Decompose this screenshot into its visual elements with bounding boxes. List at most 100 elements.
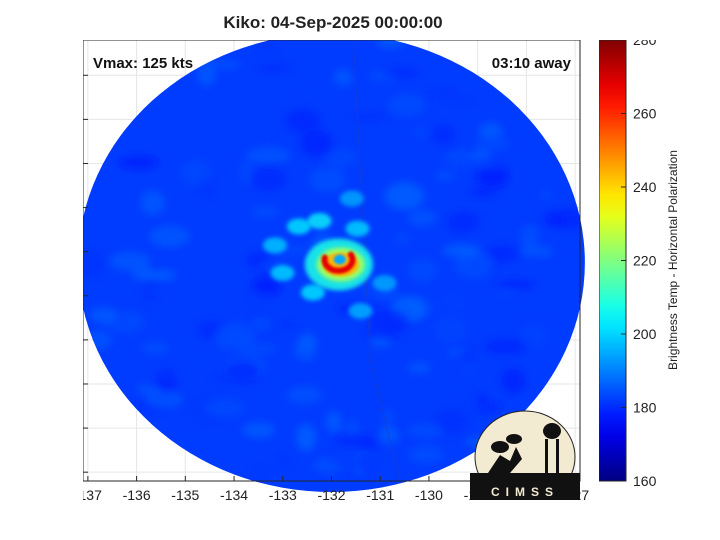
swath-blob [433,315,468,344]
swath-blob [492,287,522,297]
swath-blob [395,233,410,245]
swath-blob [257,62,292,74]
swath-blob [466,155,504,171]
swath-blob [251,317,272,331]
swath-blob [411,125,432,139]
cimss-logo: CIMSS [470,410,580,500]
swath-blob [543,212,563,227]
storm-core [263,190,397,319]
x-tick-label: -132 [317,487,345,500]
colorbar-tick-label: 200 [633,326,657,342]
swath-blob [251,166,287,192]
swath-blob [486,244,518,263]
swath-blob [214,323,256,351]
swath-texture [83,40,585,487]
colorbar-tick-label: 160 [633,473,657,489]
rainband [348,302,373,319]
swath-blob [144,270,177,281]
swath-blob [83,250,104,278]
swath-blob [519,224,540,252]
swath-blob [483,338,527,355]
rainband [345,220,370,237]
swath-blob [406,423,445,439]
swath-blob [296,424,316,451]
swath-blob [250,206,279,217]
x-tick-label: -137 [83,487,102,500]
swath-blob [437,294,467,313]
rainband [339,190,364,207]
swath-blob [370,309,409,334]
swath-blob [333,69,353,87]
swath-blob [141,281,157,305]
swath-blob [266,305,286,314]
swath-blob [204,397,244,418]
swath-blob [460,348,475,364]
swath-blob [109,251,151,271]
swath-blob [140,190,165,216]
swath-blob [438,96,480,105]
swath-blob [496,279,536,291]
colorbar-tick-label: 240 [633,179,657,195]
swath-blob [321,148,357,168]
swath-blob [197,62,216,87]
swath-blob [248,464,266,487]
swath-blob [430,125,456,145]
swath-blob [387,93,426,117]
swath-blob [357,451,376,475]
map-plot: -137-136-135-134-133-132-131-130-129-128… [83,40,589,500]
swath-blob [145,389,183,409]
swath-blob [408,258,437,282]
swath-blob [181,159,211,187]
swath-blob [453,401,497,416]
colorbar-tick-label: 260 [633,106,657,122]
swath-seam [352,40,401,482]
storm-bands [263,190,397,319]
swath-blob [474,134,510,153]
swath-blob [407,362,431,373]
x-tick-label: -136 [123,487,151,500]
swath-blob [242,422,275,438]
swath-blob [384,182,424,211]
swath-blob [447,212,481,235]
swath-blob [427,87,459,97]
chart-title: Kiko: 04-Sep-2025 00:00:00 [223,13,443,32]
swath-blob [240,292,273,309]
swath-blob [364,329,398,338]
swath-blob [469,187,496,198]
x-tick-label: -134 [220,487,248,500]
swath-blob [141,341,169,354]
x-tick-label: -133 [269,487,297,500]
swath-blob [300,129,333,157]
logo-text: CIMSS [491,485,559,499]
rainband [286,218,311,235]
swath-blob [118,156,159,169]
rainband [300,284,325,301]
eye [333,254,346,265]
swath-blob [332,444,358,470]
x-tick-label: -131 [366,487,394,500]
swath-blob [278,320,297,331]
swath-blob [325,411,342,433]
rainband [263,237,288,254]
swath-blob [408,209,437,226]
swath-blob [251,275,282,297]
swath-blob [211,370,252,384]
swath-blob [309,166,346,193]
swath-blob [284,109,321,132]
swath-blob [89,306,117,324]
swath-blob [198,181,214,199]
x-tick-label: -130 [415,487,443,500]
swath-blob [271,361,302,375]
swath-blob [538,188,553,201]
swath-blob [276,451,291,470]
swath-blob [294,339,317,361]
swath-blob [408,445,444,464]
vmax-label: Vmax: 125 kts [93,55,193,72]
swath-blob [246,147,290,164]
colorbar: 160 180 200 220 240 260 280 Brightness Temp - … [599,40,680,489]
colorbar-tick-label: 180 [633,400,657,416]
rainband [307,212,332,229]
swath-blob [319,403,343,413]
colorbar-tick-label: 280 [633,40,657,48]
rainband [270,264,295,281]
